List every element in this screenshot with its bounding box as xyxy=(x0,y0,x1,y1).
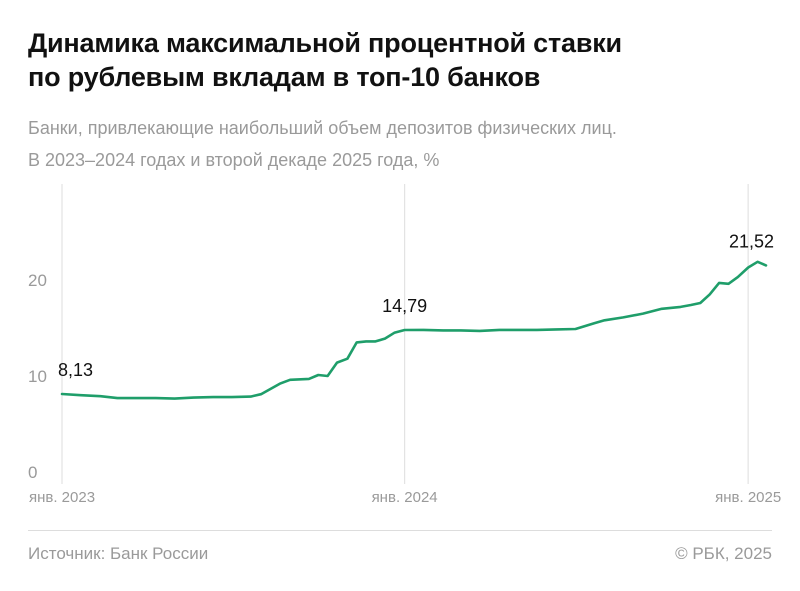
x-tick-label: янв. 2023 xyxy=(29,489,95,506)
chart-subtitle-line-1: Банки, привлекающие наибольший объем деп… xyxy=(28,118,617,138)
chart-subtitle: Банки, привлекающие наибольший объем деп… xyxy=(28,112,788,176)
chart-title-line-1: Динамика максимальной процентной ставки xyxy=(28,28,622,58)
line-chart: янв. 2023 янв. 2024 янв. 2025 0 10 20 8,13 14,7… xyxy=(28,184,781,506)
y-tick-label: 0 xyxy=(28,463,37,482)
chart-title-line-2: по рублевым вкладам в топ-10 банков xyxy=(28,62,541,92)
copyright-note: © РБК, 2025 xyxy=(675,544,772,563)
x-tick-label: янв. 2025 xyxy=(715,489,781,506)
y-tick-label: 20 xyxy=(28,271,47,290)
x-tick-label: янв. 2024 xyxy=(372,489,438,506)
y-tick-label: 10 xyxy=(28,367,47,386)
chart-subtitle-line-2: В 2023–2024 годах и второй декаде 2025 г… xyxy=(28,150,440,170)
data-label: 14,79 xyxy=(382,296,427,316)
chart-title: Динамика максимальной процентной ставки … xyxy=(28,26,788,94)
data-label: 8,13 xyxy=(58,360,93,380)
source-note: Источник: Банк России xyxy=(28,544,209,563)
data-label: 21,52 xyxy=(729,231,774,251)
footer-divider xyxy=(28,530,772,531)
series-line xyxy=(60,260,768,400)
